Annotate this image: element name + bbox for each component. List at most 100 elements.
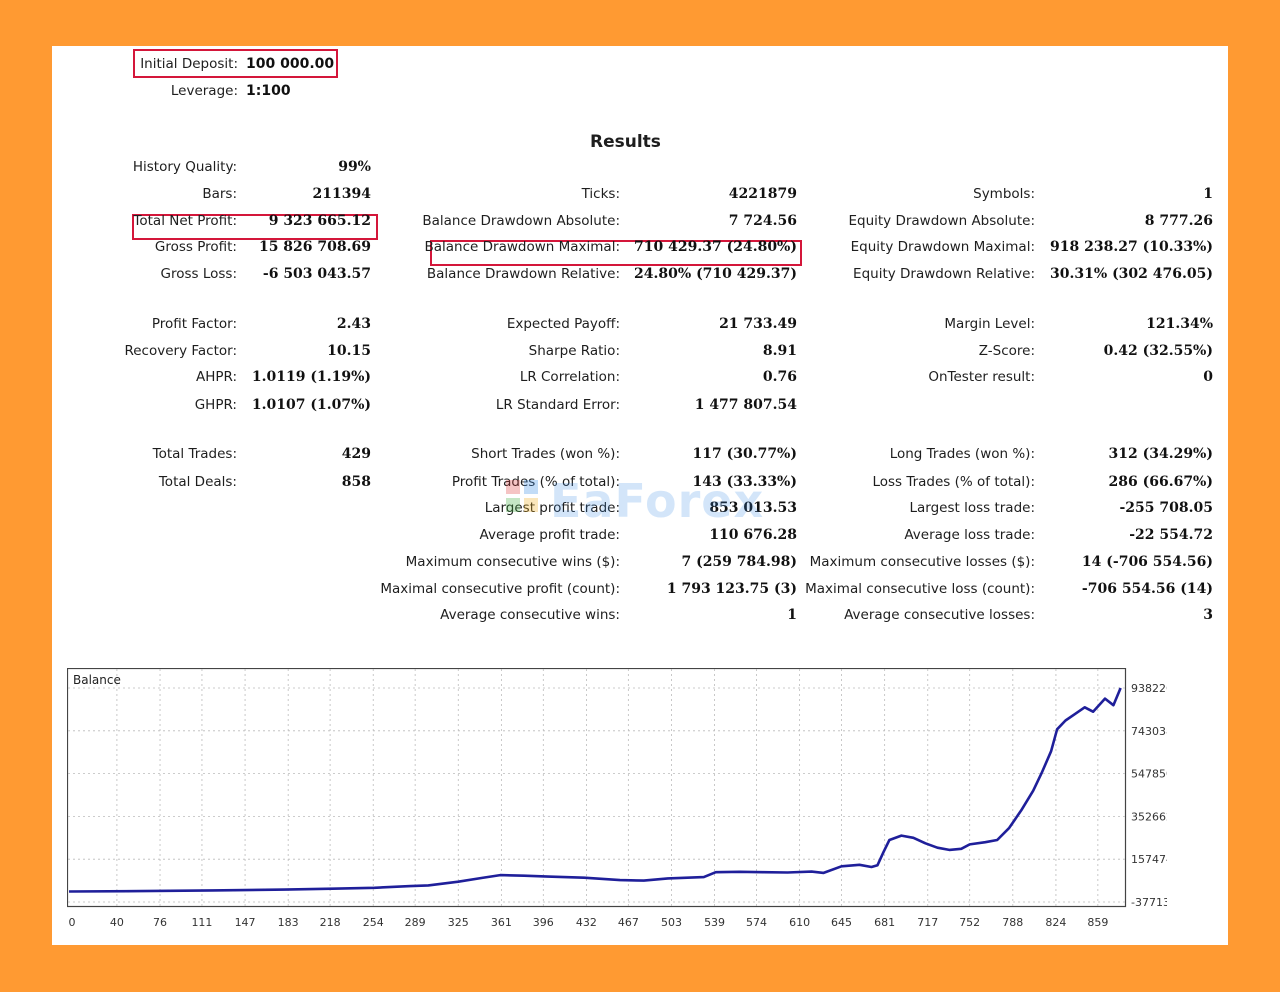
x-tick-label: 111 bbox=[191, 916, 212, 928]
equity-drawdown-absolute-value: 8 777.26 bbox=[1144, 213, 1213, 229]
y-tick-label: 9382266 bbox=[1131, 682, 1167, 695]
gross-loss-label: Gross Loss: bbox=[160, 266, 238, 282]
watermark-text: EaForex bbox=[550, 474, 765, 528]
x-tick-label: 76 bbox=[153, 916, 167, 928]
history-quality-label: History Quality: bbox=[132, 159, 237, 175]
profit-trades-of-total-label: Profit Trades (% of total): bbox=[451, 474, 620, 490]
x-tick-label: 503 bbox=[661, 916, 682, 928]
total-trades-label: Total Trades: bbox=[152, 446, 237, 462]
average-consecutive-losses-value: 3 bbox=[1203, 607, 1213, 623]
x-tick-label: 147 bbox=[235, 916, 256, 928]
history-quality-value: 99% bbox=[338, 159, 371, 175]
lr-standard-error-value: 1 477 807.54 bbox=[694, 397, 797, 413]
profit-factor-value: 2.43 bbox=[336, 316, 371, 332]
recovery-factor-value: 10.15 bbox=[327, 343, 371, 359]
balance-drawdown-maximal-highlight bbox=[430, 240, 802, 266]
loss-trades-of-total-label: Loss Trades (% of total): bbox=[872, 474, 1035, 490]
balance-drawdown-absolute-label: Balance Drawdown Absolute: bbox=[422, 213, 620, 229]
z-score-value: 0.42 (32.55%) bbox=[1103, 343, 1213, 359]
maximum-consecutive-wins-value: 7 (259 784.98) bbox=[681, 554, 797, 570]
x-tick-label: 0 bbox=[69, 916, 76, 928]
y-tick-label: 7430387 bbox=[1131, 725, 1167, 738]
y-tick-label: -377130 bbox=[1131, 896, 1167, 909]
x-tick-label: 717 bbox=[917, 916, 938, 928]
symbols-label: Symbols: bbox=[973, 186, 1035, 202]
leverage-value: 1:100 bbox=[246, 83, 291, 99]
short-trades-won-value: 117 (30.77%) bbox=[692, 446, 798, 462]
lr-standard-error-label: LR Standard Error: bbox=[495, 397, 620, 413]
balance-drawdown-absolute-value: 7 724.56 bbox=[728, 213, 797, 229]
average-profit-trade-value: 110 676.28 bbox=[709, 527, 797, 543]
bars-value: 211394 bbox=[312, 186, 371, 202]
average-consecutive-wins-value: 1 bbox=[787, 607, 797, 623]
ticks-label: Ticks: bbox=[581, 186, 620, 202]
x-tick-label: 788 bbox=[1002, 916, 1023, 928]
results-title: Results bbox=[590, 132, 661, 152]
ontester-result-label: OnTester result: bbox=[928, 369, 1035, 385]
balance-drawdown-relative-label: Balance Drawdown Relative: bbox=[426, 266, 620, 282]
gross-profit-value: 15 826 708.69 bbox=[258, 239, 371, 255]
x-tick-label: 289 bbox=[405, 916, 426, 928]
total-trades-value: 429 bbox=[341, 446, 371, 462]
total-net-profit-value: 9 323 665.12 bbox=[268, 213, 371, 229]
margin-level-value: 121.34% bbox=[1146, 316, 1213, 332]
y-tick-label: 5478507 bbox=[1131, 768, 1167, 781]
equity-drawdown-relative-label: Equity Drawdown Relative: bbox=[853, 266, 1035, 282]
watermark-logo-icon bbox=[506, 480, 538, 512]
chart-title: Balance bbox=[73, 673, 121, 687]
y-tick-label: 1574749 bbox=[1131, 853, 1167, 866]
average-consecutive-wins-label: Average consecutive wins: bbox=[440, 607, 620, 623]
x-tick-label: 681 bbox=[874, 916, 895, 928]
total-net-profit-label: Total Net Profit: bbox=[133, 213, 237, 229]
equity-drawdown-relative-value: 30.31% (302 476.05) bbox=[1050, 266, 1213, 282]
x-tick-label: 218 bbox=[320, 916, 341, 928]
bars-label: Bars: bbox=[202, 186, 237, 202]
long-trades-won-value: 312 (34.29%) bbox=[1108, 446, 1214, 462]
short-trades-won-label: Short Trades (won %): bbox=[471, 446, 620, 462]
lr-correlation-value: 0.76 bbox=[762, 369, 797, 385]
loss-trades-of-total-value: 286 (66.67%) bbox=[1108, 474, 1214, 490]
balance-drawdown-relative-value: 24.80% (710 429.37) bbox=[634, 266, 797, 282]
x-tick-label: 254 bbox=[363, 916, 384, 928]
gross-profit-label: Gross Profit: bbox=[154, 239, 237, 255]
average-loss-trade-value: -22 554.72 bbox=[1129, 527, 1213, 543]
x-tick-label: 325 bbox=[448, 916, 469, 928]
largest-loss-trade-label: Largest loss trade: bbox=[909, 500, 1035, 516]
gross-loss-value: -6 503 043.57 bbox=[262, 266, 371, 282]
balance-series-line bbox=[68, 687, 1122, 893]
initial-deposit-highlight bbox=[133, 49, 338, 78]
long-trades-won-label: Long Trades (won %): bbox=[889, 446, 1035, 462]
x-tick-label: 539 bbox=[704, 916, 725, 928]
initial-deposit-label: Initial Deposit: bbox=[140, 56, 238, 72]
maximal-consecutive-loss-count-label: Maximal consecutive loss (count): bbox=[805, 581, 1035, 597]
maximal-consecutive-loss-count-value: -706 554.56 (14) bbox=[1081, 581, 1213, 597]
average-loss-trade-label: Average loss trade: bbox=[904, 527, 1035, 543]
maximum-consecutive-losses-label: Maximum consecutive losses ($): bbox=[809, 554, 1035, 570]
average-profit-trade-label: Average profit trade: bbox=[479, 527, 620, 543]
largest-profit-trade-label: Largest profit trade: bbox=[484, 500, 620, 516]
expected-payoff-value: 21 733.49 bbox=[719, 316, 797, 332]
x-tick-label: 610 bbox=[789, 916, 810, 928]
average-consecutive-losses-label: Average consecutive losses: bbox=[844, 607, 1035, 623]
ghpr-value: 1.0107 (1.07%) bbox=[251, 397, 371, 413]
x-tick-label: 432 bbox=[576, 916, 597, 928]
total-deals-value: 858 bbox=[341, 474, 371, 490]
x-tick-label: 752 bbox=[959, 916, 980, 928]
ticks-value: 4221879 bbox=[728, 186, 797, 202]
maximal-consecutive-profit-count-label: Maximal consecutive profit (count): bbox=[380, 581, 620, 597]
report-panel: Initial Deposit: 100 000.00 Leverage: 1:… bbox=[52, 46, 1228, 945]
largest-loss-trade-value: -255 708.05 bbox=[1119, 500, 1214, 516]
ghpr-label: GHPR: bbox=[194, 397, 237, 413]
z-score-label: Z-Score: bbox=[978, 343, 1035, 359]
x-tick-label: 859 bbox=[1087, 916, 1108, 928]
profit-trades-of-total-value: 143 (33.33%) bbox=[692, 474, 798, 490]
chart-frame bbox=[67, 668, 1127, 908]
x-tick-label: 183 bbox=[278, 916, 299, 928]
sharpe-ratio-label: Sharpe Ratio: bbox=[528, 343, 620, 359]
x-tick-label: 645 bbox=[831, 916, 852, 928]
symbols-value: 1 bbox=[1203, 186, 1213, 202]
x-tick-label: 396 bbox=[533, 916, 554, 928]
y-tick-label: 3526628 bbox=[1131, 810, 1167, 823]
ontester-result-value: 0 bbox=[1203, 369, 1213, 385]
margin-level-label: Margin Level: bbox=[944, 316, 1035, 332]
